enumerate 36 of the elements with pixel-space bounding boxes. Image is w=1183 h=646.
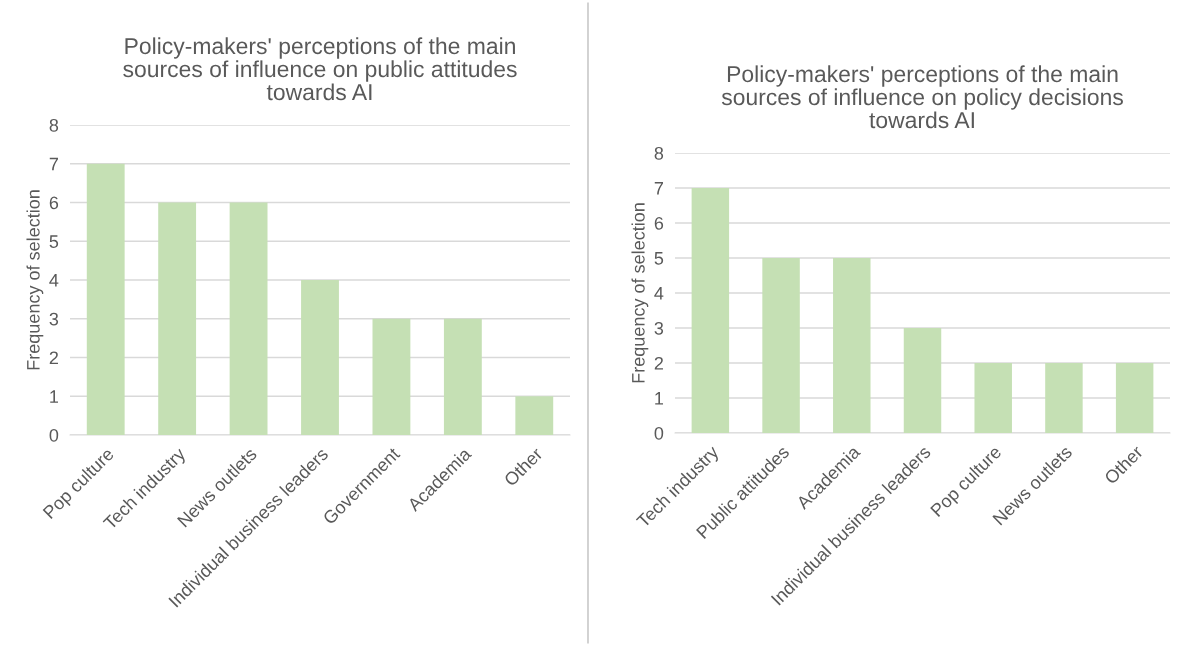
bar <box>86 163 125 435</box>
y-tick-label: 0 <box>49 428 59 442</box>
y-tick-label: 4 <box>49 274 59 287</box>
y-tick-label: 5 <box>49 235 59 248</box>
chart-title: Policy-makers' perceptions of the main sources of influence on public attitudes towards AI <box>123 37 517 101</box>
y-tick-label: 6 <box>654 216 664 230</box>
bar <box>301 280 339 435</box>
bar <box>372 318 411 435</box>
y-tick-label: 1 <box>50 390 59 403</box>
bar <box>762 258 800 433</box>
y-tick-label: 1 <box>655 392 664 405</box>
bar <box>691 188 730 433</box>
y-axis-title: Frequency of selection <box>26 190 44 370</box>
bar <box>1045 363 1083 433</box>
bar <box>158 202 197 435</box>
bar <box>903 328 942 433</box>
y-tick-label: 4 <box>654 287 664 300</box>
y-tick-label: 0 <box>654 426 664 440</box>
bar <box>515 396 554 435</box>
y-tick-label: 5 <box>654 252 664 265</box>
bar <box>229 202 268 435</box>
bar <box>833 258 871 433</box>
y-tick-label: 2 <box>49 351 58 365</box>
y-tick-label: 8 <box>654 146 664 160</box>
chart-title: Policy-makers' perceptions of the main sources of influence on policy decisions towards AI <box>721 65 1123 129</box>
bar <box>1115 363 1154 433</box>
y-axis-title: Frequency of selection <box>631 203 649 383</box>
bar <box>443 318 482 435</box>
bar <box>974 363 1012 433</box>
y-tick-label: 3 <box>654 321 664 335</box>
y-tick-label: 6 <box>49 196 59 210</box>
y-tick-label: 7 <box>49 157 58 171</box>
y-tick-label: 3 <box>49 312 59 326</box>
y-tick-label: 2 <box>654 356 663 370</box>
y-tick-label: 7 <box>654 182 663 195</box>
y-tick-label: 8 <box>49 118 59 132</box>
